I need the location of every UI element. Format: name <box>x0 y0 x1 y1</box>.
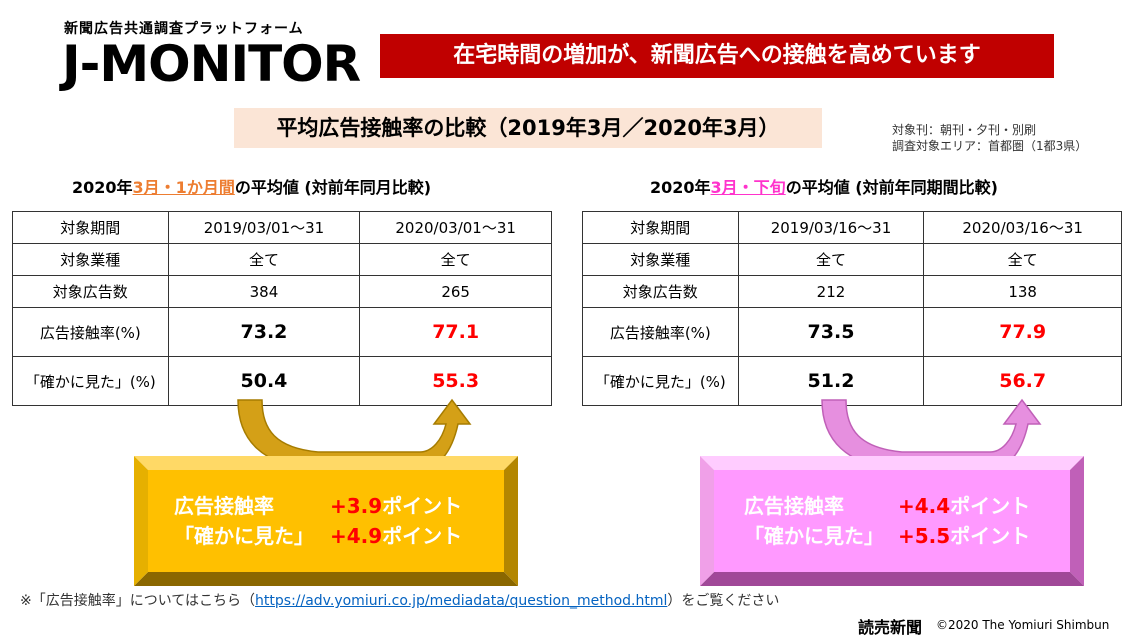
note-survey-area: 調査対象エリア：首都圏（1都3県） <box>892 139 1088 153</box>
left-section-heading: 2020年3月・1か月間の平均値 (対前年同月比較) <box>72 178 432 197</box>
j-monitor-logo: 新聞広告共通調査プラットフォーム J-MONITOR <box>62 18 361 92</box>
comparison-subtitle: 平均広告接触率の比較（2019年3月／2020年3月） <box>234 108 822 148</box>
table-row: 対象広告数 212 138 <box>582 275 1122 308</box>
question-method-link[interactable]: https://adv.yomiuri.co.jp/mediadata/ques… <box>255 593 668 609</box>
right-summary-seen: 「確かに見た」 +5.5ポイント <box>744 524 1031 548</box>
yomiuri-logo: 読売新聞 <box>858 618 923 637</box>
table-row: 「確かに見た」(%) 50.4 55.3 <box>12 356 552 406</box>
left-summary-box: 広告接触率 +3.9ポイント 「確かに見た」 +4.9ポイント <box>134 456 518 586</box>
table-row: 広告接触率(%) 73.2 77.1 <box>12 307 552 357</box>
table-row: 対象期間 2019/03/16～31 2020/03/16～31 <box>582 211 1122 244</box>
right-comparison-table: 対象期間 2019/03/16～31 2020/03/16～31 対象業種 全て… <box>582 211 1122 406</box>
left-bevel-frame <box>134 456 518 586</box>
copyright: ©2020 The Yomiuri Shimbun <box>936 618 1110 632</box>
left-summary-seen: 「確かに見た」 +4.9ポイント <box>174 524 463 548</box>
right-summary-box: 広告接触率 +4.4ポイント 「確かに見た」 +5.5ポイント <box>700 456 1084 586</box>
table-row: 広告接触率(%) 73.5 77.9 <box>582 307 1122 357</box>
logo-subtitle: 新聞広告共通調査プラットフォーム <box>64 21 304 37</box>
table-row: 対象業種 全て 全て <box>582 243 1122 276</box>
table-row: 対象業種 全て 全て <box>12 243 552 276</box>
survey-notes: 対象刊：朝刊・夕刊・別刷 調査対象エリア：首都圏（1都3県） <box>892 122 1087 154</box>
table-row: 「確かに見た」(%) 51.2 56.7 <box>582 356 1122 406</box>
right-section-heading: 2020年3月・下旬の平均値 (対前年同期間比較) <box>650 178 998 197</box>
note-target-editions: 対象刊：朝刊・夕刊・別刷 <box>892 123 1037 137</box>
footnote: ※「広告接触率」についてはこちら（https://adv.yomiuri.co.… <box>20 593 780 609</box>
headline-banner: 在宅時間の増加が、新聞広告への接触を高めています <box>380 34 1054 78</box>
logo-name: J-MONITOR <box>62 35 361 93</box>
left-comparison-table: 対象期間 2019/03/01～31 2020/03/01～31 対象業種 全て… <box>12 211 552 406</box>
table-row: 対象広告数 384 265 <box>12 275 552 308</box>
right-period-highlight: 3月・下旬 <box>710 178 786 197</box>
left-period-highlight: 3月・1か月間 <box>132 178 235 197</box>
left-summary-rate: 広告接触率 +3.9ポイント <box>174 494 463 518</box>
right-bevel-frame <box>700 456 1084 586</box>
table-row: 対象期間 2019/03/01～31 2020/03/01～31 <box>12 211 552 244</box>
right-summary-rate: 広告接触率 +4.4ポイント <box>744 494 1031 518</box>
